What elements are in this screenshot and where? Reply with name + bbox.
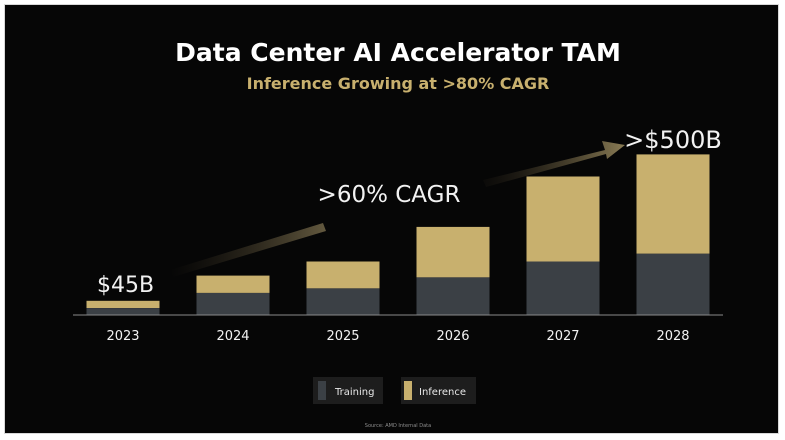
bar-training-2023: [86, 308, 160, 315]
end-value-label: >$500B: [624, 126, 722, 154]
legend-swatch-inference: [404, 381, 412, 400]
x-tick-labels: 2023 2024 2025 2026 2027 2028: [106, 329, 689, 344]
bar-training-2026: [416, 277, 490, 315]
cagr-label: >60% CAGR: [318, 182, 461, 208]
bar-training-2024: [196, 293, 270, 315]
x-tick-label-2024: 2024: [216, 329, 249, 344]
legend-box-inference: [401, 377, 476, 404]
slide: Data Center AI Accelerator TAM Inference…: [4, 4, 779, 434]
x-tick-label-2027: 2027: [546, 329, 579, 344]
bar-training-2028: [636, 253, 710, 315]
legend: Training Inference: [313, 377, 476, 404]
bar-inference-2023: [86, 300, 160, 308]
legend-swatch-training: [318, 381, 326, 400]
bar-inference-2026: [416, 226, 490, 278]
chart-title: Data Center AI Accelerator TAM: [175, 38, 621, 67]
trend-arrow-upper: [483, 141, 625, 187]
x-tick-label-2025: 2025: [326, 329, 359, 344]
x-tick-label-2026: 2026: [436, 329, 469, 344]
start-value-label: $45B: [97, 273, 154, 298]
chart-subtitle: Inference Growing at >80% CAGR: [247, 74, 550, 93]
bar-inference-2024: [196, 275, 270, 293]
bar-inference-2027: [526, 176, 600, 262]
trend-arrow-lower: [170, 223, 326, 277]
x-tick-label-2028: 2028: [656, 329, 689, 344]
x-tick-label-2023: 2023: [106, 329, 139, 344]
source-note: Source: AMD Internal Data: [365, 423, 431, 429]
legend-label-inference: Inference: [419, 387, 466, 398]
legend-label-training: Training: [334, 387, 374, 398]
bar-inference-2025: [306, 261, 380, 289]
bar-training-2027: [526, 261, 600, 315]
bar-group: [86, 154, 710, 315]
tam-chart: Data Center AI Accelerator TAM Inference…: [73, 38, 723, 429]
bar-inference-2028: [636, 154, 710, 254]
bar-training-2025: [306, 288, 380, 315]
